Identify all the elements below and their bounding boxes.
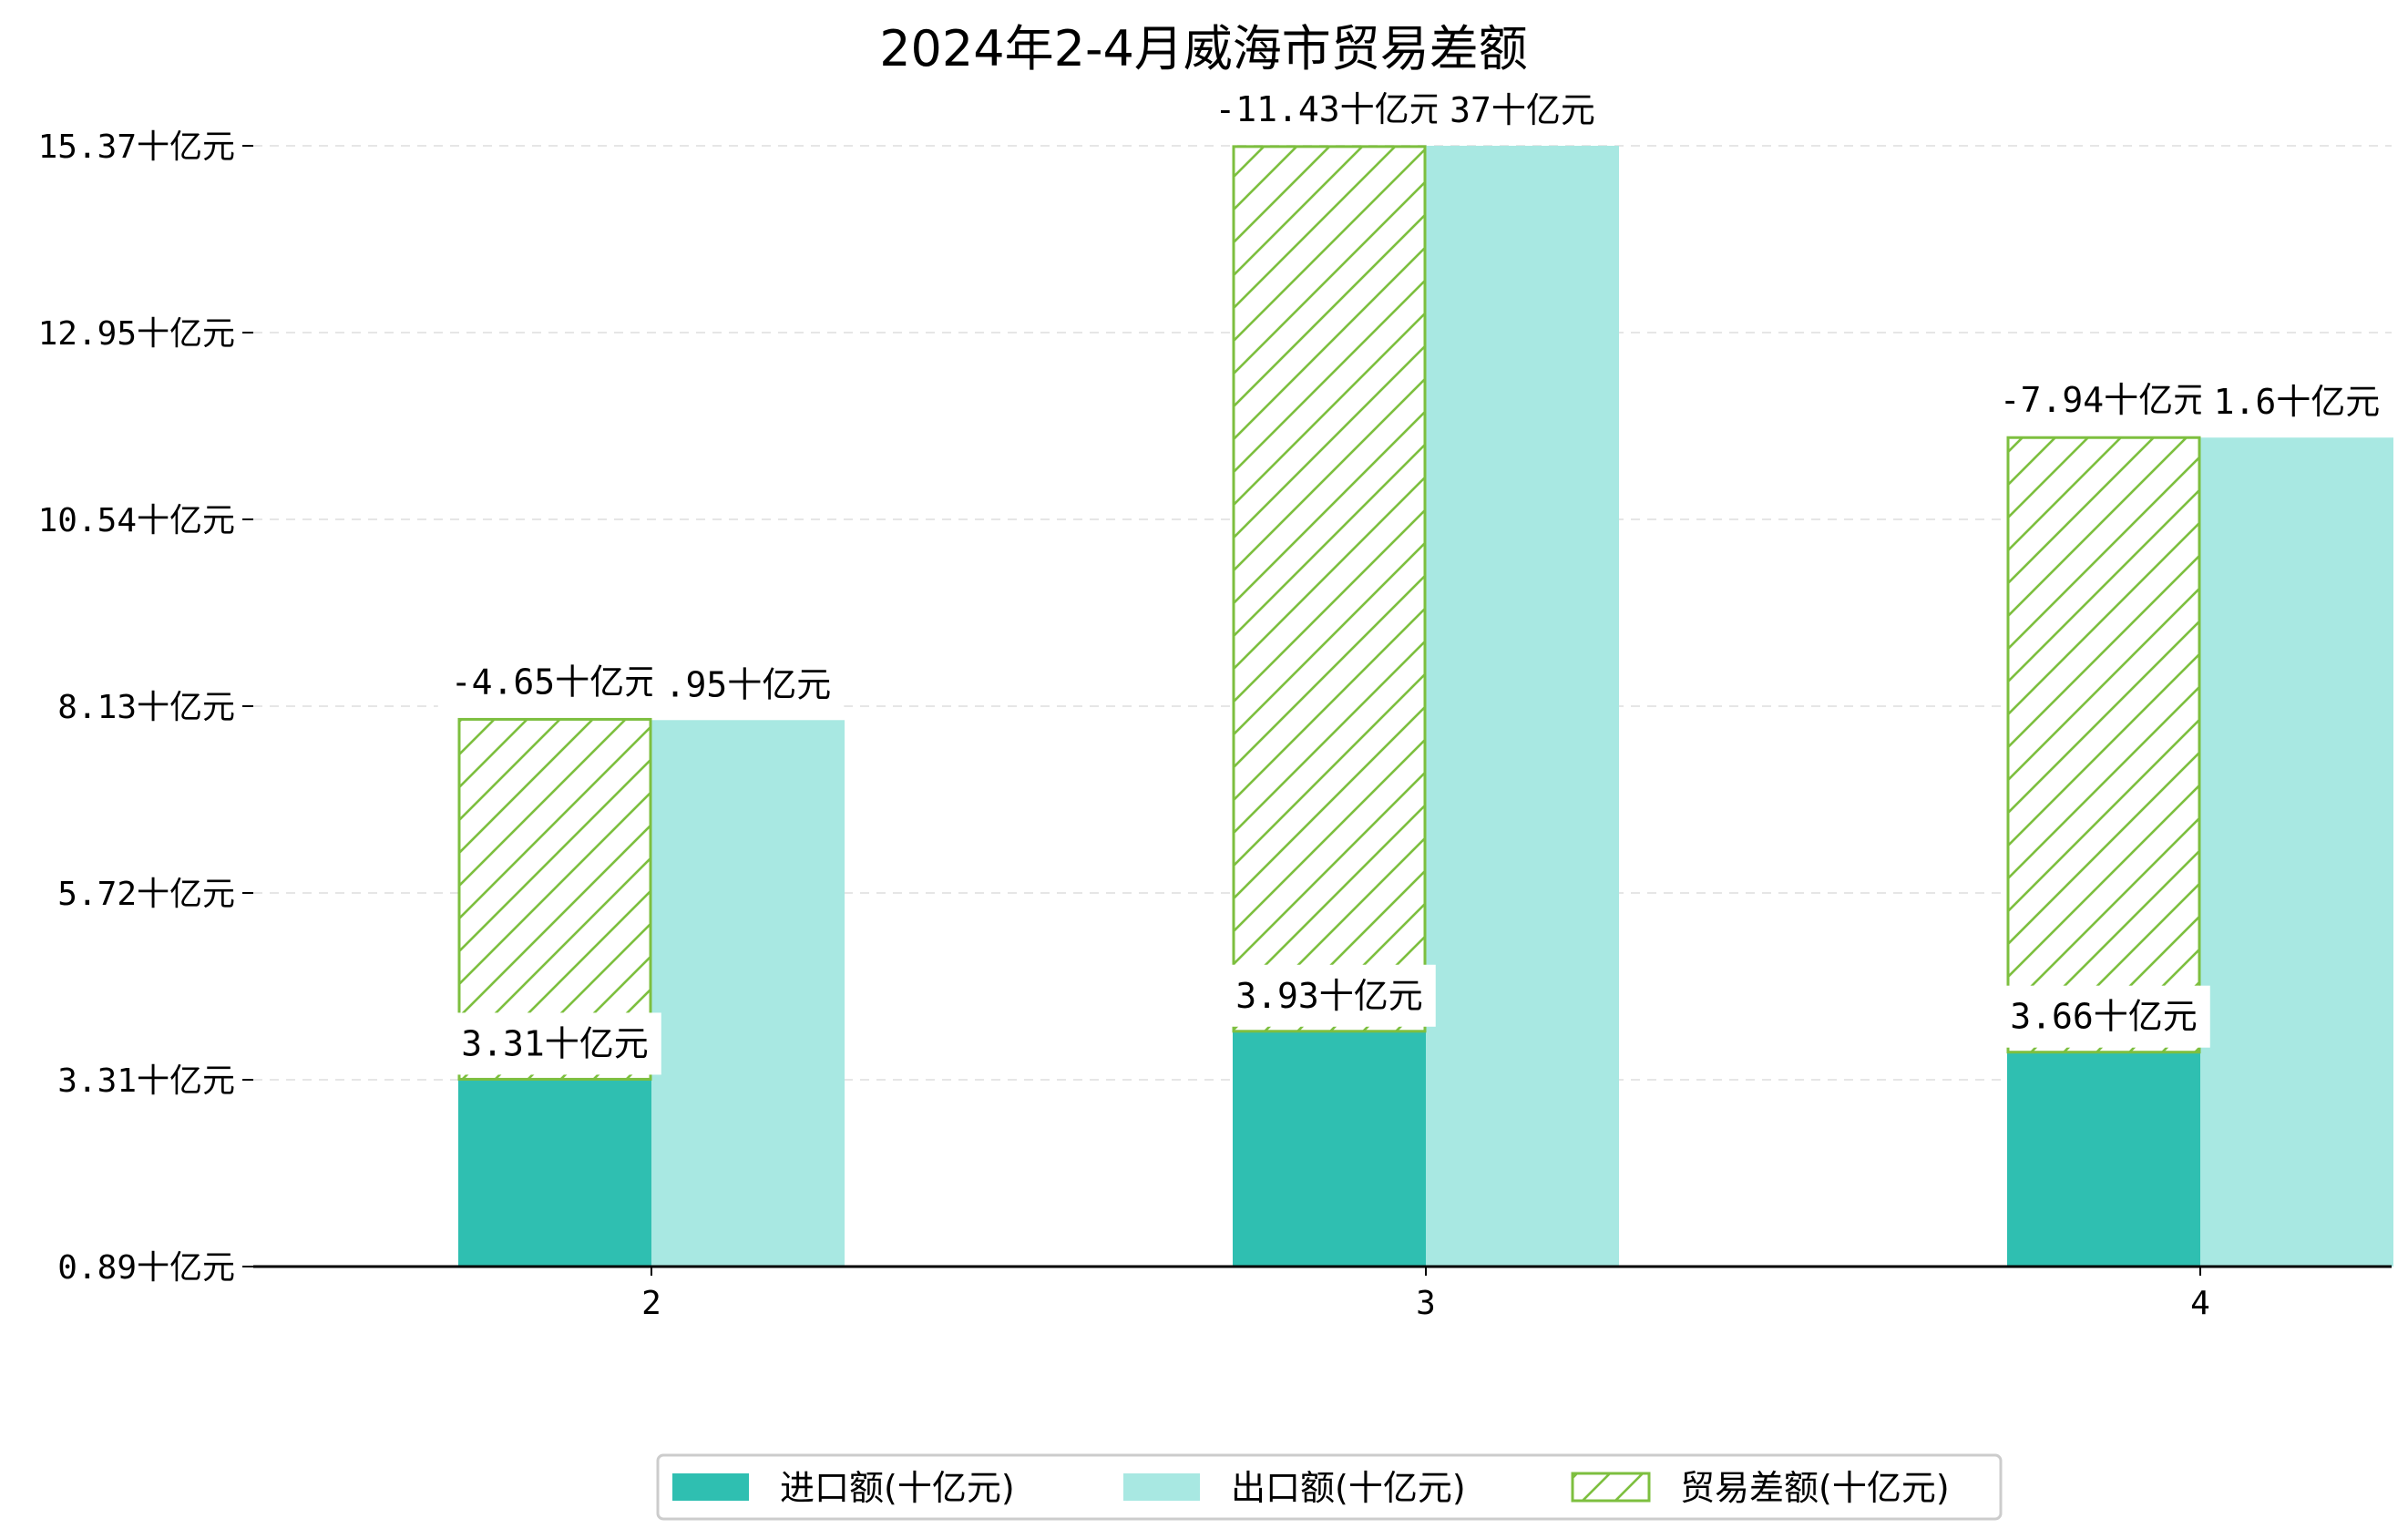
- trade-balance-bar: [1232, 145, 1427, 1033]
- data-labels: -4.65十亿元 .95十亿元 3.31十亿元 -11.43十亿元 37十亿元 3.93十…: [437, 77, 2393, 1075]
- export-value-label-group: 1.6十亿元: [2200, 371, 2393, 434]
- import-value-label-box: [1997, 985, 2210, 1048]
- legend-swatch: [672, 1473, 749, 1501]
- trade-balance-label-group: -11.43十亿元: [1202, 77, 1457, 140]
- trade-balance-label: -11.43十亿元: [1214, 89, 1443, 129]
- import-value-label-group: 3.31十亿元: [448, 1012, 661, 1075]
- y-tick-label: 8.13十亿元: [57, 689, 235, 726]
- trade-balance-label: -7.94十亿元: [2000, 380, 2208, 420]
- y-tick-label: 15.37十亿元: [38, 128, 235, 166]
- legend-label: 进口额(十亿元): [780, 1468, 1015, 1508]
- x-tick-label: 2: [641, 1285, 661, 1322]
- trade-balance-label-box: [1202, 77, 1457, 140]
- export-bar: [651, 720, 845, 1267]
- export-value-label-group: 37十亿元: [1437, 79, 1608, 141]
- x-tick-label: 3: [1416, 1285, 1436, 1322]
- legend-frame: [656, 1453, 2003, 1521]
- trade-balance-label: -4.65十亿元: [451, 662, 659, 702]
- trade-balance-label-box: [437, 651, 672, 713]
- import-bar: [1233, 1031, 1426, 1267]
- trade-balance-label-box: [1986, 369, 2221, 432]
- y-axis: 0.89十亿元 3.31十亿元 5.72十亿元 8.13十亿元 10.54十亿元 12.9…: [38, 128, 253, 1287]
- x-tick-label: 4: [2190, 1285, 2210, 1322]
- trade-balance-label-group: -4.65十亿元: [437, 651, 672, 713]
- chart-title: 2024年2-4月威海市贸易差额: [879, 20, 1528, 77]
- import-bar: [458, 1079, 651, 1267]
- export-value-label-box: [651, 653, 845, 716]
- y-tick-label: 10.54十亿元: [38, 502, 235, 539]
- legend-item-trade-balance: 贸易差额(十亿元): [1571, 1468, 1950, 1508]
- legend-item-import: 进口额(十亿元): [672, 1468, 1015, 1508]
- bars: [457, 145, 2393, 1267]
- export-value-label: .95十亿元: [665, 664, 832, 704]
- export-bar: [1426, 146, 1619, 1267]
- legend-swatch-hatched: [1571, 1472, 1651, 1503]
- export-value-label-box: [1437, 79, 1608, 141]
- y-tick-label: 5.72十亿元: [57, 876, 235, 913]
- export-value-label-box: [2200, 371, 2393, 434]
- import-value-label-group: 3.93十亿元: [1223, 964, 1436, 1027]
- legend-label: 贸易差额(十亿元): [1680, 1468, 1950, 1508]
- legend-swatch: [1123, 1473, 1200, 1501]
- export-bar: [2200, 437, 2393, 1267]
- y-tick-label: 0.89十亿元: [57, 1249, 235, 1287]
- import-value-label: 3.31十亿元: [461, 1023, 649, 1063]
- export-value-label: 37十亿元: [1450, 90, 1595, 130]
- legend-label: 出口额(十亿元): [1231, 1468, 1466, 1508]
- export-value-label: 1.6十亿元: [2214, 382, 2381, 422]
- x-axis: 2 3 4: [253, 1265, 2392, 1322]
- import-value-label-box: [448, 1012, 661, 1075]
- import-value-label: 3.93十亿元: [1235, 976, 1423, 1016]
- legend-item-export: 出口额(十亿元): [1123, 1468, 1466, 1508]
- export-value-label-group: .95十亿元: [651, 653, 845, 716]
- import-value-label-box: [1223, 964, 1436, 1027]
- trade-balance-label-group: -7.94十亿元: [1986, 369, 2221, 432]
- trade-balance-bar: [2006, 436, 2201, 1054]
- legend: 进口额(十亿元) 出口额(十亿元) 贸易差额(十亿元): [656, 1453, 2003, 1521]
- import-value-label: 3.66十亿元: [2010, 997, 2198, 1037]
- import-bar: [2007, 1052, 2200, 1267]
- import-value-label-group: 3.66十亿元: [1997, 985, 2210, 1048]
- y-tick-label: 3.31十亿元: [57, 1062, 235, 1100]
- y-tick-label: 12.95十亿元: [38, 315, 235, 353]
